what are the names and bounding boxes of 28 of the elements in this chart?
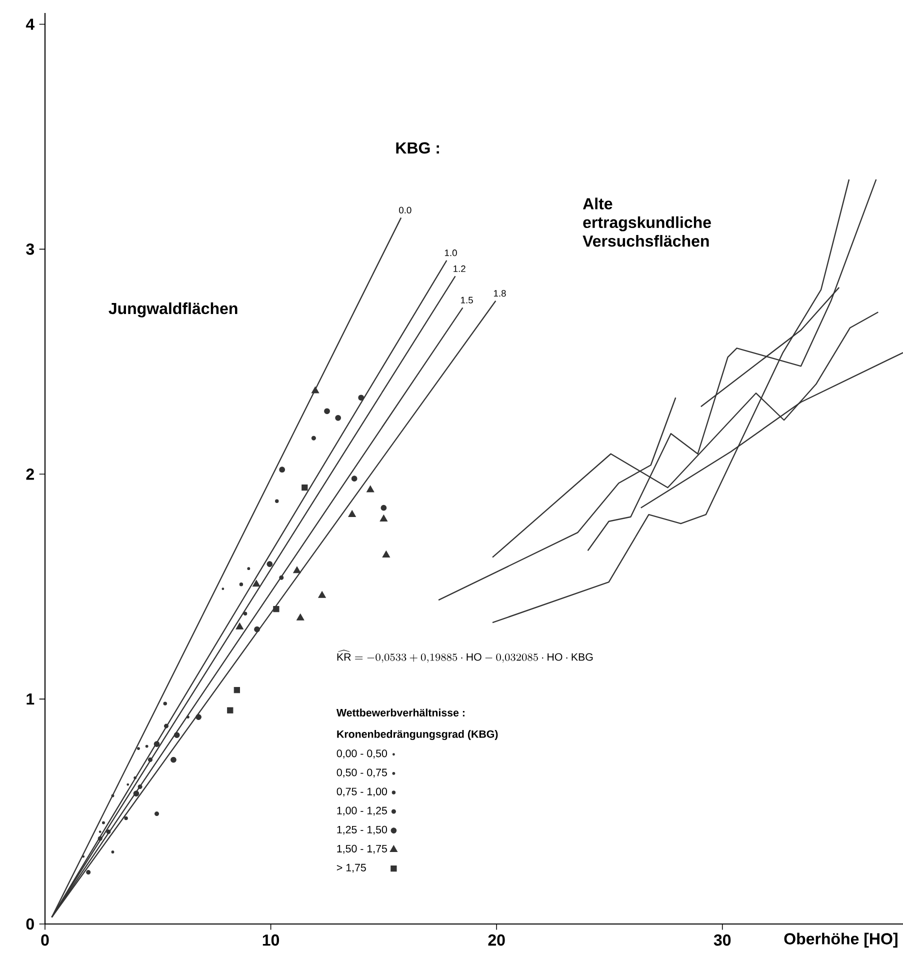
y-tick-label: 3 bbox=[26, 244, 34, 255]
legend-label: > 1,75 bbox=[336, 864, 366, 873]
y-tick-label: 0 bbox=[26, 918, 34, 930]
series-label: 1.0 bbox=[444, 250, 457, 256]
legend-label: 0,00 - 0,50 bbox=[336, 750, 388, 758]
x-axis-title: Oberhöhe [HO] bbox=[784, 932, 898, 948]
annotation: Jungwaldflächen bbox=[108, 302, 238, 318]
legend-label: 1,00 - 1,25 bbox=[337, 806, 387, 816]
x-tick-label: 30 bbox=[714, 934, 731, 946]
x-tick-label: 10 bbox=[262, 934, 280, 946]
legend-title: Kronenbedrängungsgrad (KBG) bbox=[337, 730, 498, 740]
legend-label: 1,25 - 1,50 bbox=[337, 826, 388, 835]
legend-label: 0,50 - 0,75 bbox=[336, 768, 387, 778]
x-tick-label: 0 bbox=[41, 934, 49, 946]
y-tick-label: 2 bbox=[26, 468, 34, 480]
y-tick-label: 4 bbox=[26, 18, 35, 30]
legend-label: 1,50 - 1,75 bbox=[337, 844, 387, 854]
x-tick-label: 20 bbox=[488, 934, 505, 946]
legend-label: 0,75 - 1,00 bbox=[336, 788, 388, 797]
annotation: Alte ertragskundliche Versuchsflächen bbox=[582, 198, 711, 247]
annotation: $\widehat{\mathrm{KR}} = -0{,}0533 + 0{,}19885 \cdot \mathrm{HO} - 0{,}032085 \cdot \mathrm{HO} \cdot \mathrm{KBG}$ bbox=[337, 650, 593, 663]
annotation: KBG : bbox=[396, 142, 439, 154]
series-label: 0.0 bbox=[399, 206, 412, 214]
series-label: 1.8 bbox=[494, 290, 506, 297]
series-label: 1.5 bbox=[461, 296, 473, 304]
series-label: 1.2 bbox=[454, 265, 466, 272]
annotation: Wettbewerbverhältnisse : bbox=[336, 708, 464, 716]
y-tick-label: 1 bbox=[26, 694, 34, 705]
